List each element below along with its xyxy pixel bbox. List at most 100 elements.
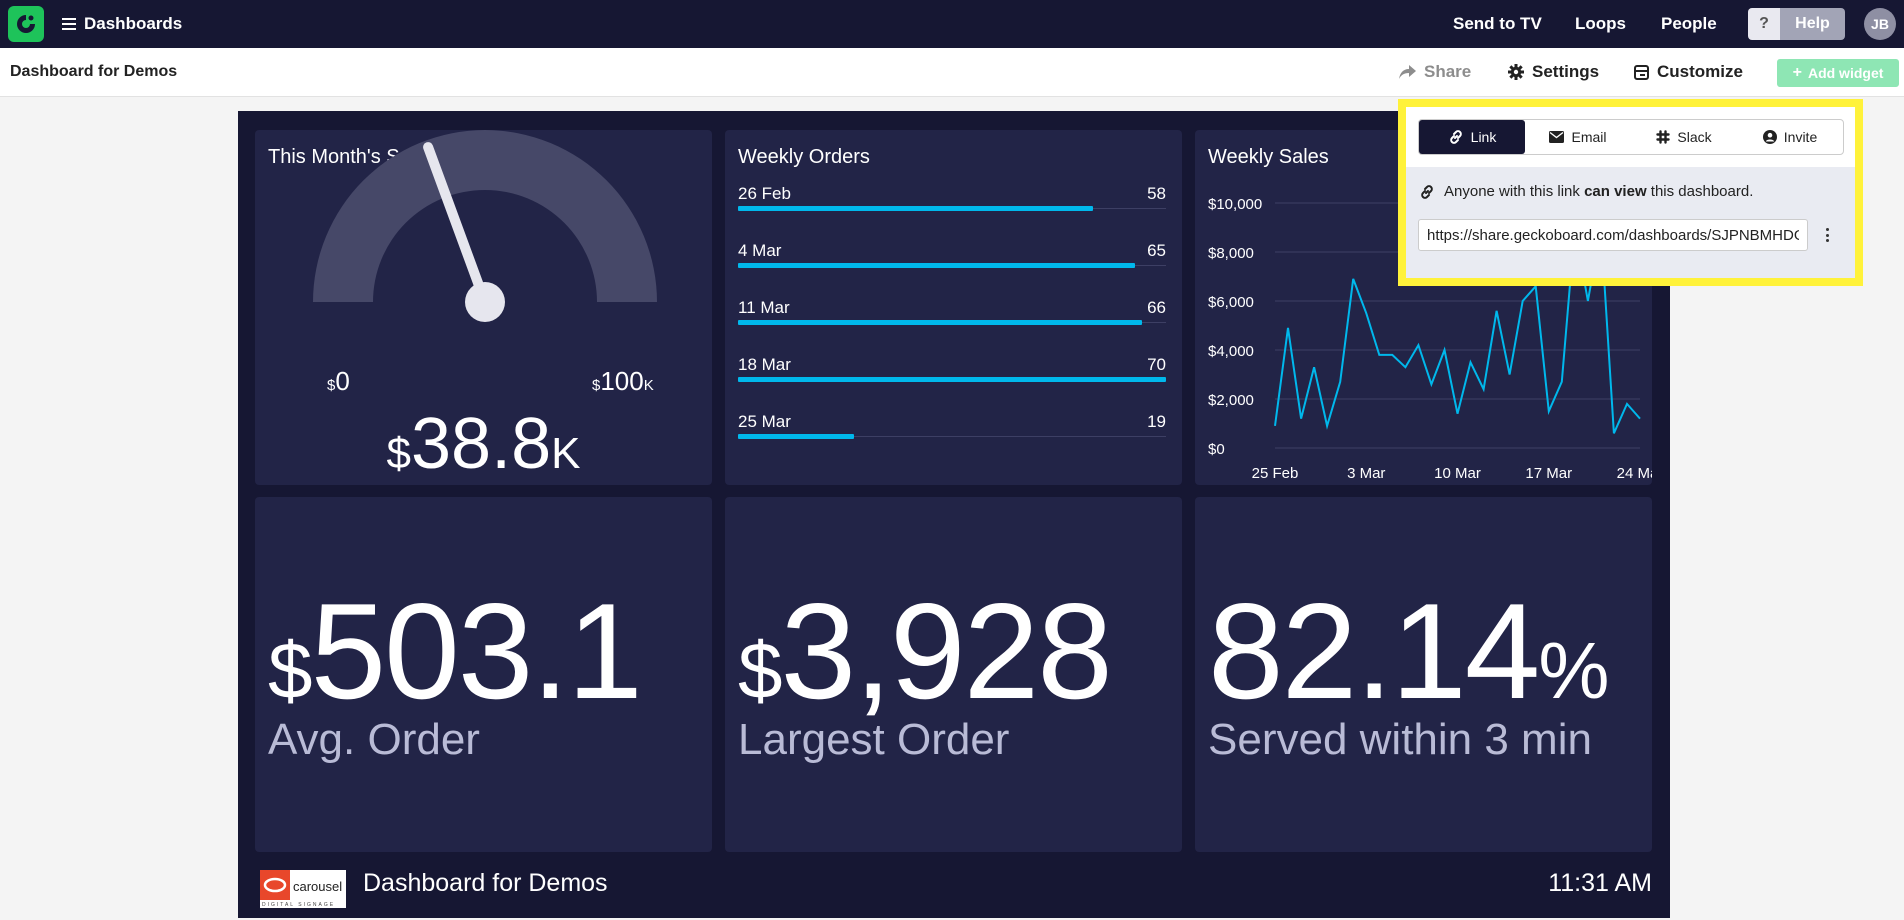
svg-text:DIGITAL SIGNAGE: DIGITAL SIGNAGE xyxy=(262,902,335,908)
gauge-needle xyxy=(423,142,490,307)
order-row-bar xyxy=(738,320,1142,325)
gecko-icon xyxy=(17,15,35,33)
y-tick-label: $8,000 xyxy=(1208,245,1254,262)
x-tick-label: 3 Mar xyxy=(1347,465,1385,482)
link-icon xyxy=(1421,184,1433,199)
link-icon xyxy=(1449,130,1462,144)
help-icon: ? xyxy=(1748,8,1780,40)
share-url-input[interactable] xyxy=(1418,219,1808,251)
dashboard-header: Dashboard for Demos Share Settings Custo… xyxy=(0,48,1904,97)
add-widget-button[interactable]: + Add widget xyxy=(1777,59,1899,87)
send-to-tv-link[interactable]: Send to TV xyxy=(1453,14,1542,33)
order-row: 25 Mar 19 xyxy=(738,412,1166,462)
share-permission-message: Anyone with this link can view this dash… xyxy=(1418,183,1753,200)
share-button[interactable]: Share xyxy=(1399,48,1471,96)
x-tick-label: 10 Mar xyxy=(1434,465,1481,482)
plus-icon: + xyxy=(1792,64,1802,81)
order-row-value: 66 xyxy=(1147,298,1166,317)
order-row-value: 58 xyxy=(1147,184,1166,203)
order-row-label: 11 Mar xyxy=(738,298,790,317)
largest-order-widget[interactable]: $3,928 Largest Order xyxy=(725,497,1182,852)
customize-button[interactable]: Customize xyxy=(1634,48,1743,96)
footer-dashboard-title: Dashboard for Demos xyxy=(363,869,608,897)
geckoboard-logo[interactable] xyxy=(8,6,44,42)
settings-button[interactable]: Settings xyxy=(1508,48,1599,96)
order-row-track xyxy=(738,436,1166,437)
footer-clock: 11:31 AM xyxy=(1548,869,1652,897)
widget-title: Weekly Sales xyxy=(1208,146,1329,168)
avg-order-widget[interactable]: $503.1 Avg. Order xyxy=(255,497,712,852)
gauge-widget[interactable]: This Month's Sales $0 $100K $38.8K xyxy=(255,130,712,485)
served-widget[interactable]: 82.14% Served within 3 min xyxy=(1195,497,1652,852)
order-row: 11 Mar 66 xyxy=(738,298,1166,348)
gauge-value: $38.8K xyxy=(386,404,581,484)
share-label: Share xyxy=(1424,62,1472,81)
svg-text:carousel: carousel xyxy=(293,879,342,894)
order-row-value: 65 xyxy=(1147,241,1166,260)
order-row-label: 25 Mar xyxy=(738,412,791,431)
dashboards-label: Dashboards xyxy=(84,14,183,33)
x-tick-label: 17 Mar xyxy=(1525,465,1572,482)
email-icon xyxy=(1549,131,1565,143)
order-row: 4 Mar 65 xyxy=(738,241,1166,291)
order-row: 26 Feb 58 xyxy=(738,184,1166,234)
order-row-bar xyxy=(738,434,855,439)
largest-order-label: Largest Order xyxy=(738,715,1010,764)
page-title: Dashboard for Demos xyxy=(10,63,178,80)
help-label: Help xyxy=(1780,8,1845,40)
share-icon xyxy=(1399,65,1416,79)
gauge-hub xyxy=(465,282,505,322)
order-row-label: 4 Mar xyxy=(738,241,782,260)
served-value: 82.14% xyxy=(1208,575,1609,727)
invite-icon xyxy=(1762,130,1777,144)
carousel-logo: carousel DIGITAL SIGNAGE xyxy=(260,870,346,908)
x-tick-label: 24 Mar xyxy=(1617,465,1652,482)
order-row-value: 19 xyxy=(1147,412,1166,431)
customize-label: Customize xyxy=(1657,62,1743,81)
share-popover: Link Email Slack Invite Anyone with this… xyxy=(1398,99,1863,286)
order-row: 18 Mar 70 xyxy=(738,355,1166,405)
share-link-panel: Anyone with this link can view this dash… xyxy=(1406,167,1855,278)
y-tick-label: $4,000 xyxy=(1208,343,1254,360)
slack-icon xyxy=(1656,130,1671,144)
hamburger-icon xyxy=(62,18,76,30)
loops-link[interactable]: Loops xyxy=(1575,14,1626,33)
largest-order-value: $3,928 xyxy=(738,575,1113,727)
gauge-arc xyxy=(313,130,657,302)
y-tick-label: $6,000 xyxy=(1208,294,1254,311)
y-tick-label: $10,000 xyxy=(1208,196,1262,213)
people-link[interactable]: People xyxy=(1661,14,1717,33)
served-label: Served within 3 min xyxy=(1208,715,1592,764)
tab-link-label: Link xyxy=(1470,129,1497,145)
dashboards-menu[interactable]: Dashboards xyxy=(62,0,182,48)
tab-slack[interactable]: Slack xyxy=(1631,120,1737,154)
customize-icon xyxy=(1634,64,1649,80)
settings-label: Settings xyxy=(1532,62,1600,81)
y-tick-label: $0 xyxy=(1208,441,1225,458)
share-tabs: Link Email Slack Invite xyxy=(1418,119,1844,155)
widget-title: Weekly Orders xyxy=(738,146,870,168)
tab-email[interactable]: Email xyxy=(1525,120,1631,154)
more-options-icon[interactable] xyxy=(1820,225,1834,245)
tab-link[interactable]: Link xyxy=(1419,120,1525,154)
y-tick-label: $2,000 xyxy=(1208,392,1254,409)
avatar[interactable]: JB xyxy=(1864,8,1896,40)
gear-icon xyxy=(1508,64,1524,80)
gauge-min-label: $0 xyxy=(327,366,350,396)
weekly-orders-widget[interactable]: Weekly Orders 26 Feb 58 4 Mar 65 11 Mar 66 18 … xyxy=(725,130,1182,485)
top-navigation-bar: Dashboards Send to TV Loops People ? Hel… xyxy=(0,0,1904,48)
order-row-label: 18 Mar xyxy=(738,355,791,374)
order-row-bar xyxy=(738,206,1093,211)
order-row-value: 70 xyxy=(1147,355,1166,374)
help-button[interactable]: ? Help xyxy=(1748,8,1845,40)
gauge-max-label: $100K xyxy=(592,366,654,396)
tab-invite[interactable]: Invite xyxy=(1737,120,1843,154)
gauge-chart xyxy=(313,130,657,322)
order-row-bar xyxy=(738,377,1166,382)
order-row-label: 26 Feb xyxy=(738,184,791,203)
tab-slack-label: Slack xyxy=(1677,129,1712,145)
tab-email-label: Email xyxy=(1571,129,1607,145)
order-row-bar xyxy=(738,263,1136,268)
x-tick-label: 25 Feb xyxy=(1252,465,1299,482)
add-widget-label: Add widget xyxy=(1807,65,1884,81)
